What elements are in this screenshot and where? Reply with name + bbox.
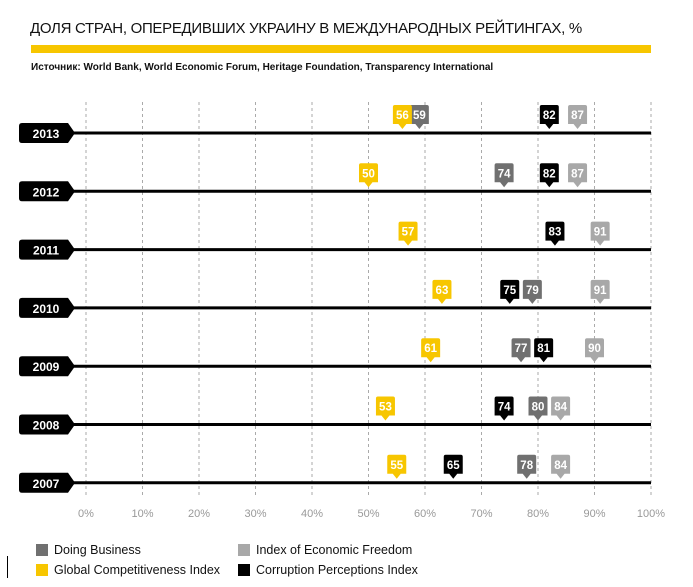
legend-item-gci: Global Competitiveness Index <box>36 563 220 577</box>
year-label: 2008 <box>33 419 60 433</box>
data-label: 61 <box>424 343 437 355</box>
legend-swatch <box>238 544 250 556</box>
data-marker <box>398 221 418 246</box>
data-label: 77 <box>515 343 528 355</box>
data-label: 63 <box>436 285 449 297</box>
data-label: 65 <box>447 460 460 472</box>
data-marker <box>375 396 395 421</box>
data-marker <box>421 338 441 363</box>
data-label: 74 <box>498 402 511 414</box>
data-label: 82 <box>543 110 556 122</box>
data-label: 80 <box>532 402 545 414</box>
data-marker <box>494 396 514 421</box>
data-label: 91 <box>594 285 607 297</box>
data-marker <box>517 454 537 479</box>
data-marker <box>539 105 559 129</box>
year-badge <box>19 472 75 493</box>
x-tick-label: 100% <box>637 508 665 520</box>
x-tick-label: 90% <box>583 508 605 520</box>
data-label: 75 <box>503 285 516 297</box>
data-marker <box>539 163 559 188</box>
data-marker <box>494 163 514 188</box>
data-label: 81 <box>537 343 550 355</box>
year-label: 2012 <box>33 185 60 199</box>
x-tick-label: 10% <box>131 508 153 520</box>
legend-swatch <box>36 544 48 556</box>
x-tick-label: 20% <box>188 508 210 520</box>
data-label: 83 <box>549 227 562 239</box>
data-marker <box>500 279 520 304</box>
legend-swatch <box>36 564 48 576</box>
data-marker <box>443 454 463 479</box>
data-label: 84 <box>554 402 567 414</box>
data-marker <box>534 338 554 363</box>
data-label: 56 <box>396 110 409 122</box>
year-badge <box>19 123 75 143</box>
x-tick-label: 30% <box>244 508 266 520</box>
data-label: 90 <box>588 343 601 355</box>
x-tick-label: 50% <box>357 508 379 520</box>
text-cursor <box>7 556 8 578</box>
legend-label: Doing Business <box>54 543 141 557</box>
data-label: 57 <box>402 227 415 239</box>
year-label: 2007 <box>33 477 60 491</box>
year-badge <box>19 239 75 260</box>
x-tick-label: 80% <box>527 508 549 520</box>
year-badge <box>19 297 75 318</box>
year-badge <box>19 414 75 435</box>
x-tick-label: 40% <box>301 508 323 520</box>
data-label: 79 <box>526 285 539 297</box>
data-marker <box>392 105 412 129</box>
data-marker <box>568 163 588 188</box>
data-label: 78 <box>520 460 533 472</box>
legend-label: Index of Economic Freedom <box>256 543 413 557</box>
data-marker <box>409 105 429 129</box>
data-marker <box>545 221 565 246</box>
data-marker <box>568 105 588 129</box>
year-label: 2010 <box>33 302 60 316</box>
data-label: 87 <box>571 168 584 180</box>
x-tick-label: 70% <box>470 508 492 520</box>
data-marker <box>528 396 548 421</box>
data-marker <box>551 454 571 479</box>
data-label: 59 <box>413 110 426 122</box>
legend-item-doing-business: Doing Business <box>36 543 141 557</box>
data-marker <box>359 163 378 188</box>
year-label: 2009 <box>33 360 60 374</box>
data-label: 91 <box>594 227 607 239</box>
legend-label: Global Competitiveness Index <box>54 563 221 577</box>
data-label: 55 <box>390 460 403 472</box>
data-marker <box>585 338 604 363</box>
legend-swatch <box>238 564 250 576</box>
legend-label: Corruption Perceptions Index <box>256 563 418 577</box>
data-label: 82 <box>543 168 556 180</box>
legend-item-economic-freedom: Index of Economic Freedom <box>238 543 412 557</box>
x-tick-label: 0% <box>78 508 94 520</box>
chart-title: ДОЛЯ СТРАН, ОПЕРЕДИВШИХ УКРАИНУ В МЕЖДУН… <box>30 20 582 37</box>
data-label: 87 <box>571 110 584 122</box>
data-marker <box>432 279 452 304</box>
legend-item-cpi: Corruption Perceptions Index <box>238 563 418 577</box>
data-label: 74 <box>498 168 511 180</box>
data-marker <box>387 454 407 479</box>
data-marker <box>511 338 531 363</box>
data-label: 84 <box>554 460 567 472</box>
data-marker <box>590 221 610 246</box>
year-badge <box>19 181 75 202</box>
source-note: Источник: World Bank, World Economic For… <box>31 62 494 73</box>
data-label: 53 <box>379 402 392 414</box>
data-marker <box>590 279 610 304</box>
title-underline <box>31 45 651 53</box>
year-badge <box>19 356 75 377</box>
x-tick-label: 60% <box>414 508 436 520</box>
year-label: 2011 <box>33 244 59 258</box>
year-label: 2013 <box>33 127 60 141</box>
data-marker <box>522 279 542 304</box>
data-marker <box>551 396 571 421</box>
data-label: 50 <box>362 168 375 180</box>
